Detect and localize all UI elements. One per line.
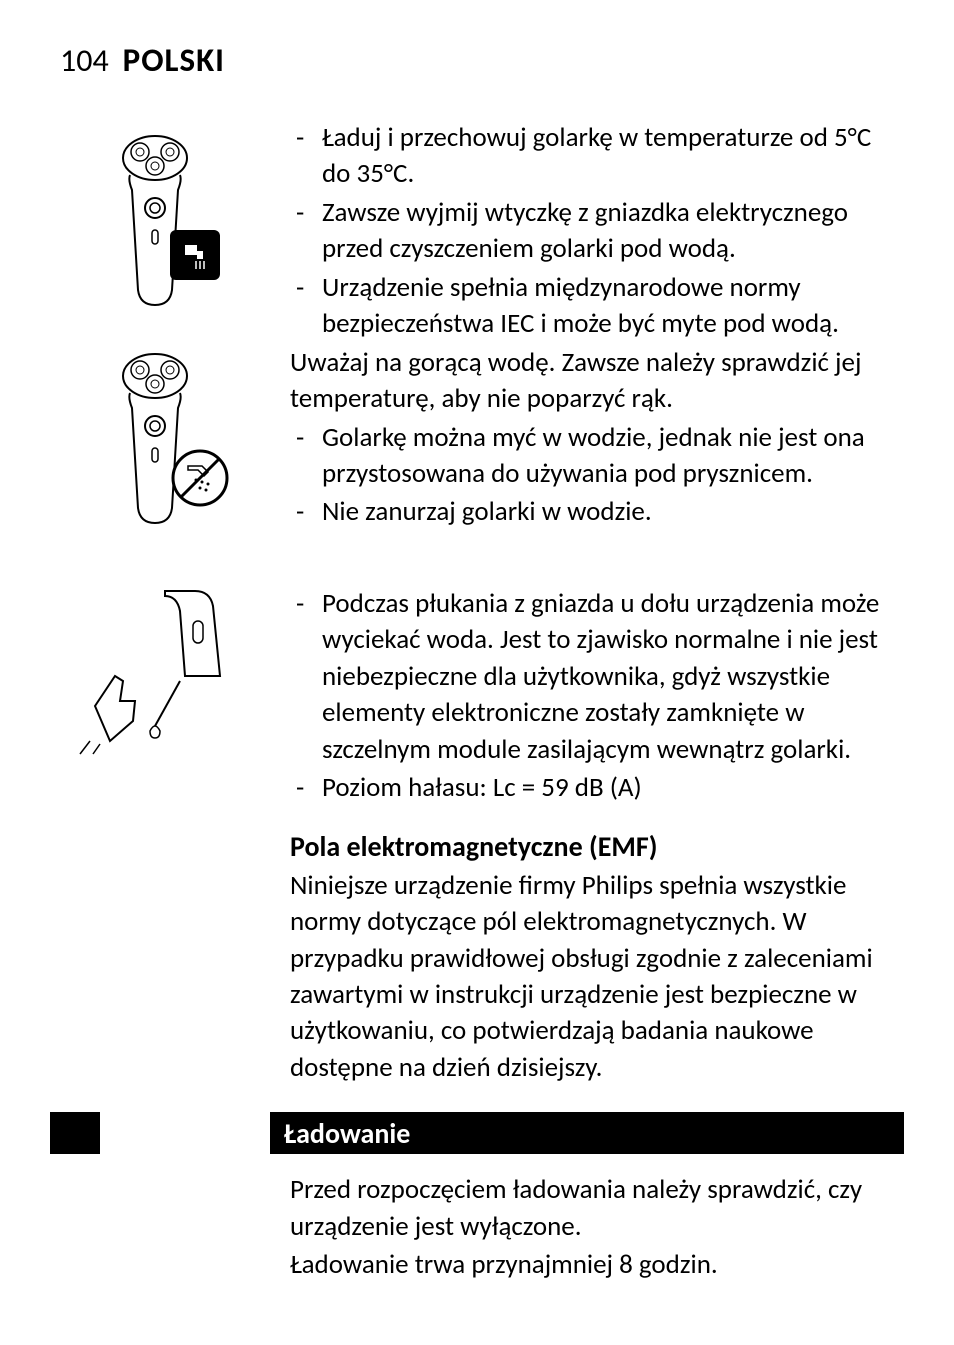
charging-line-2: Ładowanie trwa przynajmniej 8 godzin.	[290, 1247, 904, 1283]
page-header: 104 POLSKI	[60, 40, 904, 80]
socket-drip-icon	[65, 586, 245, 756]
illustration-shaver-tap	[50, 120, 260, 320]
emf-section: Pola elektromagnetyczne (EMF) Niniejsze …	[290, 829, 904, 1087]
bullet-list-3: Podczas płukania z gniazda u dołu urządz…	[290, 586, 904, 807]
text-column-1: Ładuj i przechowuj golarkę w temperaturz…	[290, 120, 904, 556]
bullet-list-1: Ładuj i przechowuj golarkę w temperaturz…	[290, 120, 904, 343]
warning-paragraph: Uważaj na gorącą wodę. Zawsze należy spr…	[290, 345, 904, 418]
page-number: 104	[60, 41, 109, 80]
emf-heading: Pola elektromagnetyczne (EMF)	[290, 829, 904, 864]
bullet-item: Poziom hałasu: Lc = 59 dB (A)	[290, 770, 904, 806]
no-shower-icon	[170, 448, 230, 508]
bullet-item: Zawsze wyjmij wtyczkę z gniazdka elektry…	[290, 195, 904, 268]
section-heading: Ładowanie	[270, 1112, 904, 1154]
bullet-item: Urządzenie spełnia międzynarodowe normy …	[290, 270, 904, 343]
content-block-2: Podczas płukania z gniazda u dołu urządz…	[50, 586, 904, 809]
text-column-2: Podczas płukania z gniazda u dołu urządz…	[290, 586, 904, 809]
bullet-item: Golarkę można myć w wodzie, jednak nie j…	[290, 420, 904, 493]
bullet-item: Nie zanurzaj golarki w wodzie.	[290, 494, 904, 530]
bullet-item: Podczas płukania z gniazda u dołu urządz…	[290, 586, 904, 768]
illustration-column	[50, 120, 260, 556]
illustration-water-drip	[50, 586, 260, 756]
shaver-icon	[110, 130, 200, 310]
section-bar-wrap: Ładowanie	[50, 1112, 904, 1154]
illustration-column	[50, 586, 260, 809]
language-title: POLSKI	[123, 40, 225, 80]
bullet-list-2: Golarkę można myć w wodzie, jednak nie j…	[290, 420, 904, 531]
tap-icon	[170, 230, 220, 280]
charging-body: Przed rozpoczęciem ładowania należy spra…	[290, 1172, 904, 1283]
bullet-item: Ładuj i przechowuj golarkę w temperaturz…	[290, 120, 904, 193]
illustration-shaver-no-shower	[50, 338, 260, 538]
emf-body: Niniejsze urządzenie firmy Philips spełn…	[290, 868, 904, 1087]
charging-line-1: Przed rozpoczęciem ładowania należy spra…	[290, 1172, 904, 1245]
content-block-1: Ładuj i przechowuj golarkę w temperaturz…	[50, 120, 904, 556]
section-bar: Ładowanie	[50, 1112, 904, 1154]
section-bar-accent	[50, 1112, 100, 1154]
